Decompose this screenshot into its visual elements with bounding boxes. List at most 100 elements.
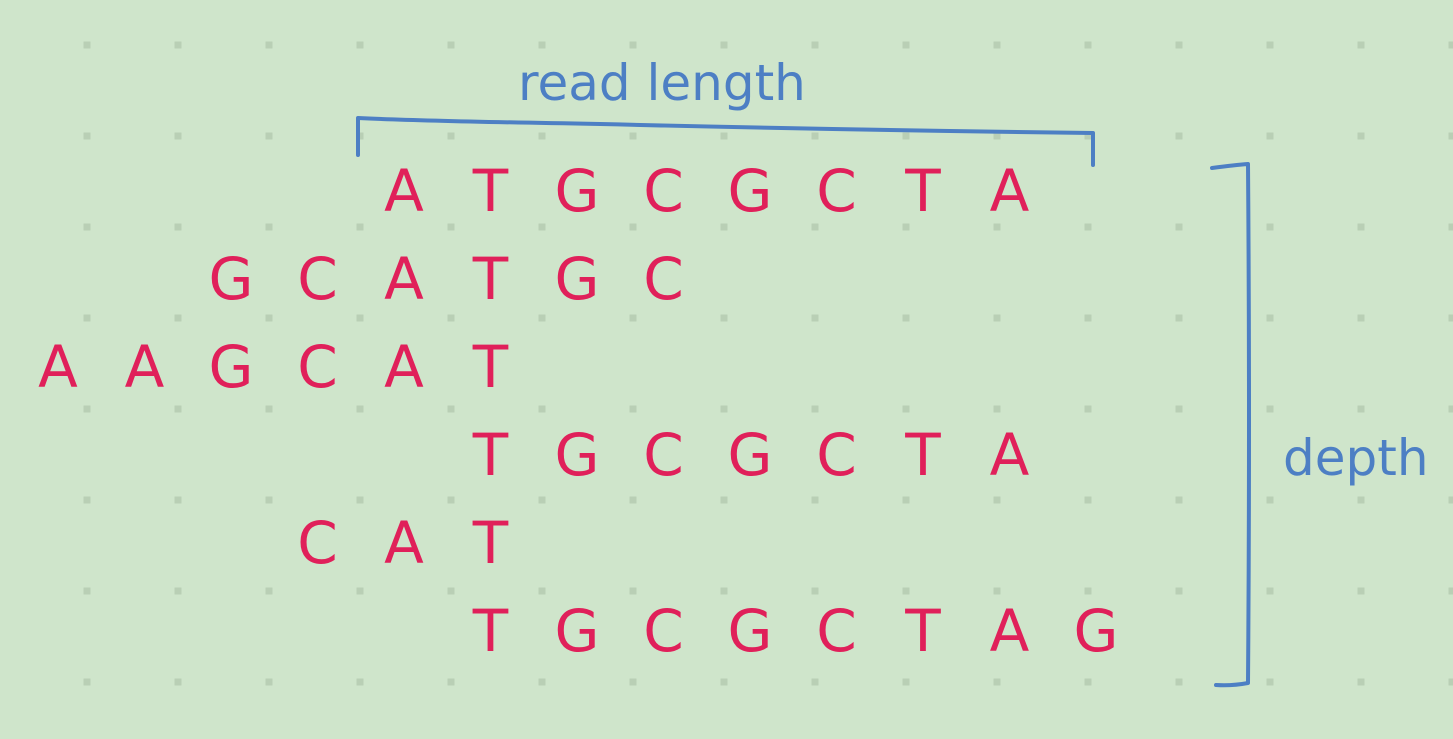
grid-dot	[538, 496, 546, 504]
grid-dot	[993, 496, 1001, 504]
grid-dot	[83, 587, 91, 595]
grid-dot	[902, 132, 910, 140]
grid-dot	[447, 41, 455, 49]
grid-dot	[1084, 405, 1092, 413]
depth-label: depth	[1283, 429, 1429, 487]
grid-dot	[993, 132, 1001, 140]
grid-dot	[629, 132, 637, 140]
grid-dot	[83, 223, 91, 231]
grid-dot	[447, 496, 455, 504]
grid-dot	[902, 587, 910, 595]
grid-dot	[720, 314, 728, 322]
grid-dot	[265, 405, 273, 413]
base-letter: G	[209, 333, 254, 401]
reads-stack: A T G C G C T AG C A T G CA A G C A TT G C G C T AC A TT G C G C T A G	[38, 157, 1118, 665]
grid-dot	[356, 41, 364, 49]
grid-dot	[902, 405, 910, 413]
grid-dot	[447, 405, 455, 413]
base-letter: C	[297, 509, 338, 577]
base-letter: C	[643, 421, 684, 489]
base-letter: T	[904, 597, 941, 665]
grid-dot	[629, 496, 637, 504]
grid-dot	[902, 314, 910, 322]
grid-dot	[83, 678, 91, 686]
grid-dot	[720, 132, 728, 140]
grid-dot	[720, 223, 728, 231]
base-letter: G	[555, 157, 600, 225]
grid-dot	[720, 41, 728, 49]
grid-dot	[265, 132, 273, 140]
grid-dot	[1084, 496, 1092, 504]
grid-dot	[83, 405, 91, 413]
grid-dot	[83, 41, 91, 49]
grid-dot	[1084, 587, 1092, 595]
grid-dot	[538, 678, 546, 686]
grid-dot	[356, 678, 364, 686]
grid-dot	[811, 223, 819, 231]
base-letter: G	[1074, 597, 1119, 665]
grid-dot	[1266, 496, 1274, 504]
grid-dot	[811, 496, 819, 504]
grid-dot	[629, 678, 637, 686]
grid-dot	[1357, 132, 1365, 140]
grid-dot	[447, 132, 455, 140]
base-letter: T	[472, 597, 509, 665]
grid-dot	[1357, 314, 1365, 322]
grid-dot	[1448, 223, 1453, 231]
grid-dot	[993, 41, 1001, 49]
base-letter: G	[728, 421, 773, 489]
base-letter: G	[209, 245, 254, 313]
grid-dot	[174, 132, 182, 140]
grid-dot	[1175, 496, 1183, 504]
grid-dot	[1448, 587, 1453, 595]
grid-dot	[538, 314, 546, 322]
grid-dot	[1266, 223, 1274, 231]
base-letter: G	[728, 597, 773, 665]
grid-dot	[356, 496, 364, 504]
grid-dot	[902, 678, 910, 686]
base-letter: C	[816, 597, 857, 665]
grid-dot	[174, 405, 182, 413]
grid-dot	[265, 223, 273, 231]
base-letter: A	[990, 157, 1030, 225]
base-letter: C	[297, 245, 338, 313]
grid-dot	[629, 314, 637, 322]
grid-dot	[265, 314, 273, 322]
grid-dot	[174, 587, 182, 595]
grid-dot	[1357, 587, 1365, 595]
grid-dot	[1357, 405, 1365, 413]
base-letter: T	[472, 509, 509, 577]
grid-dot	[902, 223, 910, 231]
grid-dot	[447, 314, 455, 322]
grid-dot	[811, 41, 819, 49]
base-letter: C	[643, 157, 684, 225]
grid-dot	[1084, 223, 1092, 231]
grid-dot	[1175, 132, 1183, 140]
base-letter: C	[643, 597, 684, 665]
base-letter: T	[472, 245, 509, 313]
base-letter: T	[904, 157, 941, 225]
grid-dot	[902, 41, 910, 49]
grid-dot	[1357, 496, 1365, 504]
grid-dot	[1448, 314, 1453, 322]
depth-bracket	[1210, 162, 1251, 688]
grid-dot	[1448, 496, 1453, 504]
base-letter: A	[384, 157, 424, 225]
base-letter: A	[384, 509, 424, 577]
grid-dot	[174, 41, 182, 49]
grid-dot	[1084, 678, 1092, 686]
grid-dot	[720, 496, 728, 504]
grid-dot	[538, 132, 546, 140]
base-letter: G	[555, 421, 600, 489]
grid-dot	[811, 132, 819, 140]
grid-dot	[83, 132, 91, 140]
grid-dot	[356, 405, 364, 413]
grid-dot	[356, 587, 364, 595]
base-letter: A	[990, 597, 1030, 665]
grid-dot	[538, 41, 546, 49]
base-letter: A	[125, 333, 165, 401]
grid-dot	[629, 41, 637, 49]
grid-dot	[447, 223, 455, 231]
